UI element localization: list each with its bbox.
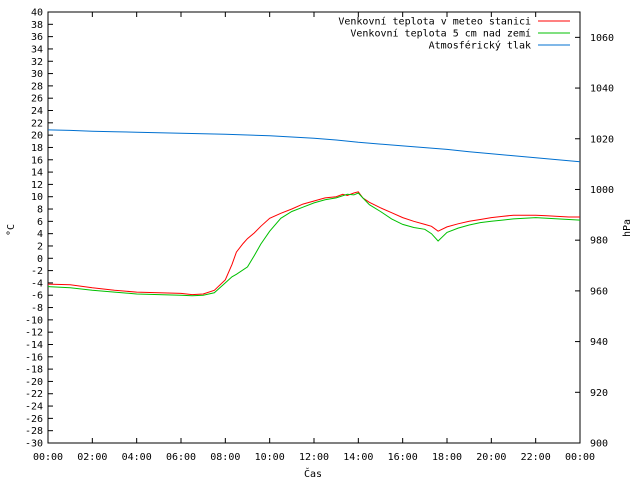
- series-line-1: [47, 191, 580, 296]
- y-left-tick-label: -8: [31, 303, 43, 314]
- y-left-tick-label: 24: [31, 106, 43, 117]
- x-tick-label: 12:00: [299, 452, 329, 463]
- y-left-tick-label: 6: [37, 217, 43, 228]
- y-right-tick-label: 1000: [590, 185, 614, 196]
- x-tick-label: 18:00: [432, 452, 462, 463]
- y-left-tick-label: -12: [25, 328, 43, 339]
- y-left-tick-label: 32: [31, 57, 43, 68]
- y-left-tick-label: 34: [31, 44, 43, 55]
- x-tick-label: 14:00: [343, 452, 373, 463]
- y-right-tick-label: 1040: [590, 84, 614, 95]
- y-left-tick-label: 16: [31, 155, 43, 166]
- plot-frame: [47, 11, 581, 444]
- y-left-tick-label: 38: [31, 20, 43, 31]
- y-left-tick-label: -14: [25, 340, 43, 351]
- y-left-tick-label: -20: [25, 377, 43, 388]
- x-tick-label: 00:00: [565, 452, 595, 463]
- x-tick-label: 08:00: [210, 452, 240, 463]
- y-left-tick-label: 28: [31, 81, 43, 92]
- y-left-tick-label: -18: [25, 365, 43, 376]
- y-left-tick-label: 40: [31, 8, 43, 19]
- y-left-tick-label: 20: [31, 131, 43, 142]
- plot-area: -30-28-26-24-22-20-18-16-14-12-10-8-6-4-…: [25, 8, 614, 464]
- y-right-tick-label: 1060: [590, 33, 614, 44]
- y-left-tick-label: 22: [31, 118, 43, 129]
- y-left-tick-label: -22: [25, 389, 43, 400]
- y-axis-left-label: °C: [6, 224, 17, 236]
- y-right-tick-label: 980: [590, 236, 608, 247]
- y-left-tick-label: -24: [25, 402, 43, 413]
- y-left-tick-label: 30: [31, 69, 43, 80]
- y-left-tick-label: 18: [31, 143, 43, 154]
- y-left-tick-label: -2: [31, 266, 43, 277]
- y-left-tick-label: 8: [37, 205, 43, 216]
- series-line-2: [47, 192, 581, 297]
- legend-label: Atmosférický tlak: [429, 40, 531, 52]
- y-left-tick-label: 12: [31, 180, 43, 191]
- y-left-tick-label: 26: [31, 94, 43, 105]
- x-tick-label: 02:00: [77, 452, 107, 463]
- x-tick-label: 16:00: [388, 452, 418, 463]
- y-right-tick-label: 1020: [590, 134, 614, 145]
- y-left-tick-label: -16: [25, 352, 43, 363]
- y-left-tick-label: 14: [31, 168, 43, 179]
- x-tick-label: 20:00: [476, 452, 506, 463]
- legend-label: Venkovní teplota v meteo stanici: [338, 16, 531, 28]
- y-right-tick-label: 960: [590, 286, 608, 297]
- x-tick-label: 00:00: [33, 452, 63, 463]
- x-tick-label: 06:00: [166, 452, 196, 463]
- x-tick-label: 22:00: [521, 452, 551, 463]
- y-left-tick-label: 4: [37, 229, 43, 240]
- x-tick-label: 10:00: [255, 452, 285, 463]
- y-left-tick-label: -30: [25, 439, 43, 450]
- y-left-tick-label: -26: [25, 414, 43, 425]
- y-left-tick-label: 36: [31, 32, 43, 43]
- y-left-tick-label: 0: [37, 254, 43, 265]
- y-axis-right-label: hPa: [622, 219, 633, 237]
- y-left-tick-label: 2: [37, 241, 43, 252]
- y-left-tick-label: -6: [31, 291, 43, 302]
- y-left-tick-label: -28: [25, 426, 43, 437]
- x-axis-label: Čas: [304, 467, 322, 480]
- y-left-tick-label: -10: [25, 315, 43, 326]
- legend-label: Venkovní teplota 5 cm nad zemí: [350, 28, 531, 40]
- y-right-tick-label: 920: [590, 388, 608, 399]
- y-left-tick-label: -4: [31, 278, 43, 289]
- x-tick-label: 04:00: [122, 452, 152, 463]
- series-line-3: [47, 129, 581, 163]
- y-right-tick-label: 900: [590, 439, 608, 450]
- y-left-tick-label: 10: [31, 192, 43, 203]
- y-right-tick-label: 940: [590, 337, 608, 348]
